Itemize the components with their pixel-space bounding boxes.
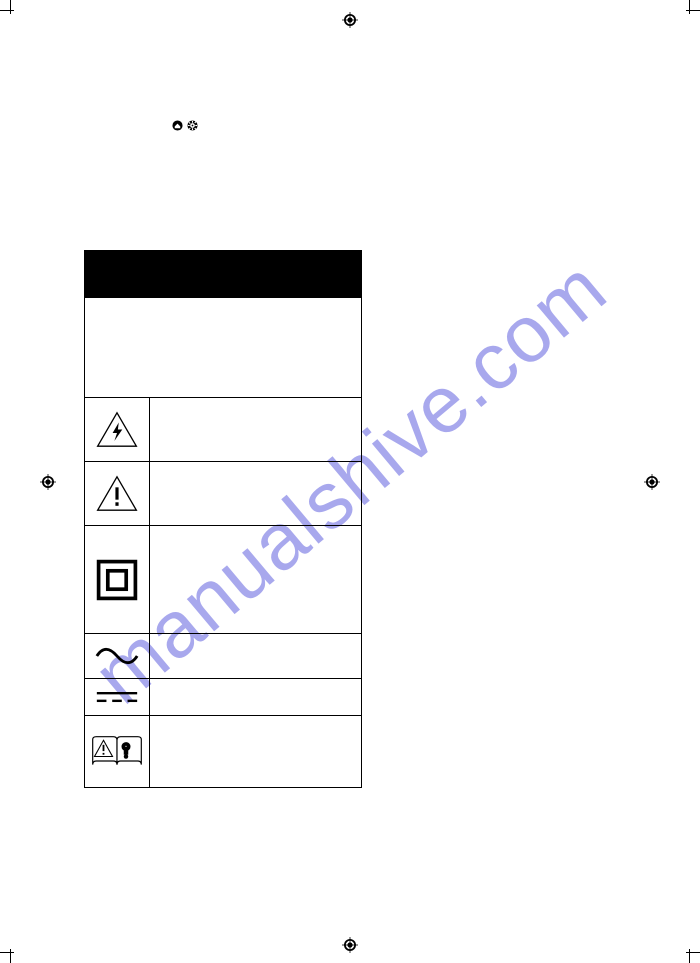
page-frame <box>22 22 678 941</box>
crop-mark <box>678 0 700 22</box>
crop-mark <box>678 941 700 963</box>
crop-mark <box>0 0 22 22</box>
crop-mark <box>0 941 22 963</box>
